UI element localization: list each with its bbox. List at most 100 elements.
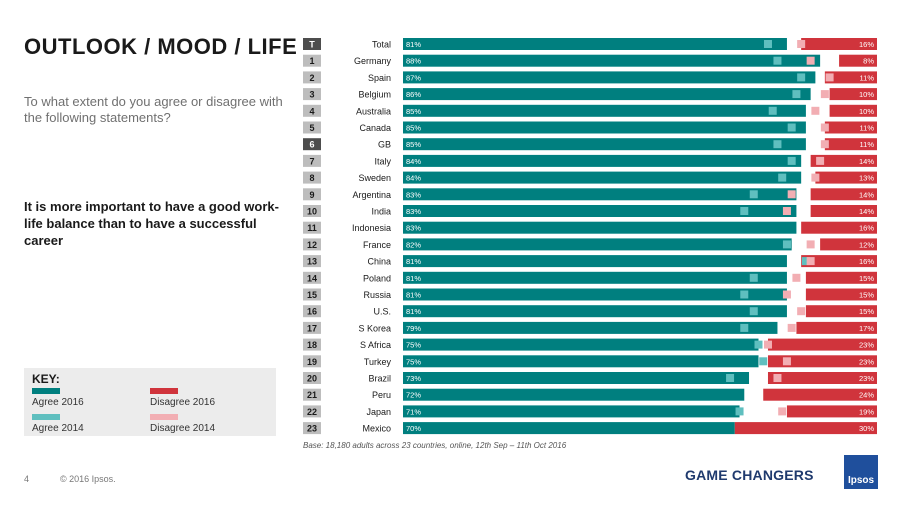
disagree-bar-belgium: [829, 88, 877, 101]
agree-label-indonesia: 83%: [406, 224, 421, 233]
disagree-label-indonesia: 16%: [859, 224, 874, 233]
disagree-label-u-s-: 15%: [859, 307, 874, 316]
disagree-label-italy: 14%: [859, 157, 874, 166]
disagree-label-turkey: 23%: [859, 357, 874, 366]
agree-label-china: 81%: [406, 257, 421, 266]
country-label-india: India: [371, 207, 391, 217]
disagree-2014-marker-france: [806, 240, 815, 249]
disagree-2014-marker-russia: [782, 290, 791, 299]
disagree-label-peru: 24%: [859, 391, 874, 400]
ipsos-logo: Ipsos: [844, 455, 878, 489]
key-swatch-agree-2016: [32, 388, 60, 394]
key-label-agree-2014: Agree 2014: [32, 423, 84, 434]
country-label-gb: GB: [378, 140, 391, 150]
country-label-australia: Australia: [356, 106, 391, 116]
rank-box-argentina: [303, 188, 321, 201]
disagree-bar-gb: [824, 138, 877, 151]
agree-2014-marker-s-korea: [740, 323, 749, 332]
agree-2014-marker-india: [740, 207, 749, 215]
disagree-2014-marker-spain: [825, 73, 834, 82]
agree-label-gb: 85%: [406, 140, 421, 149]
key-swatch-agree-2014: [32, 414, 60, 420]
disagree-label-gb: 11%: [860, 140, 875, 149]
agree-bar-total: [403, 38, 787, 50]
agree-2014-marker-canada: [787, 123, 796, 132]
agree-2014-marker-poland: [749, 273, 758, 282]
disagree-bar-india: [810, 205, 877, 217]
disagree-2014-marker-gb: [820, 140, 829, 149]
agree-bar-belgium: [403, 88, 811, 101]
agree-label-germany: 88%: [406, 57, 421, 66]
rank-box-indonesia: [303, 221, 321, 234]
country-label-germany: Germany: [354, 56, 392, 66]
disagree-bar-russia: [805, 288, 877, 301]
disagree-bar-argentina: [810, 188, 877, 201]
rank-box-italy: [303, 154, 321, 167]
page-title: OUTLOOK / MOOD / LIFE: [24, 34, 298, 59]
rank-label-spain: 2: [309, 73, 314, 83]
country-label-peru: Peru: [372, 390, 391, 400]
disagree-2014-marker-poland: [792, 273, 801, 282]
disagree-2014-marker-italy: [816, 156, 825, 165]
disagree-2014-marker-sweden: [811, 173, 820, 182]
disagree-bar-poland: [805, 271, 877, 284]
disagree-2014-marker-japan: [778, 407, 787, 416]
agree-label-russia: 81%: [406, 291, 421, 300]
agree-bar-sweden: [403, 171, 802, 184]
disagree-2014-marker-s-korea: [787, 323, 796, 332]
agree-2014-marker-belgium: [792, 90, 801, 99]
rank-box-belgium: [303, 88, 321, 101]
rank-box-u-s-: [303, 305, 321, 318]
agree-bar-france: [403, 238, 792, 251]
agree-label-india: 83%: [406, 207, 421, 216]
disagree-bar-indonesia: [801, 221, 877, 234]
country-label-poland: Poland: [363, 273, 391, 283]
rank-box-japan: [303, 405, 321, 418]
rank-label-s-korea: 17: [307, 323, 317, 333]
disagree-label-brazil: 23%: [859, 374, 874, 383]
agree-2014-marker-australia: [768, 106, 777, 115]
rank-box-s-korea: [303, 321, 321, 334]
rank-box-spain: [303, 71, 321, 84]
country-label-mexico: Mexico: [362, 424, 391, 434]
disagree-label-australia: 10%: [859, 107, 874, 116]
agree-2014-marker-russia: [740, 290, 749, 299]
rank-label-japan: 22: [307, 407, 317, 417]
agree-label-japan: 71%: [406, 407, 421, 416]
rank-label-gb: 6: [309, 140, 314, 150]
disagree-2014-marker-argentina: [787, 190, 796, 199]
rank-label-peru: 21: [307, 390, 317, 400]
agree-bar-indonesia: [403, 221, 797, 234]
agree-2014-marker-spain: [797, 73, 806, 82]
key-item-agree-2014: Agree 2014: [32, 414, 142, 440]
agree-2014-marker-germany: [773, 56, 782, 65]
rank-label-u-s-: 16: [307, 307, 317, 317]
agree-2014-marker-japan: [735, 407, 744, 416]
disagree-label-japan: 19%: [859, 407, 874, 416]
disagree-label-total: 16%: [859, 40, 874, 49]
agree-bar-turkey: [403, 355, 759, 368]
agree-label-peru: 72%: [406, 391, 421, 400]
agree-2014-marker-italy: [787, 156, 796, 165]
rank-label-brazil: 20: [307, 374, 317, 384]
logo-text: Ipsos: [847, 475, 875, 486]
rank-box-brazil: [303, 372, 321, 384]
rank-label-australia: 4: [309, 106, 314, 116]
agree-2014-marker-france: [782, 240, 791, 249]
country-label-france: France: [363, 240, 391, 250]
rank-label-france: 12: [307, 240, 317, 250]
disagree-bar-canada: [824, 121, 877, 134]
rank-label-poland: 14: [307, 273, 317, 283]
country-label-u-s-: U.S.: [373, 307, 391, 317]
key-label-agree-2016: Agree 2016: [32, 397, 84, 408]
country-label-s-korea: S Korea: [358, 323, 391, 333]
agree-label-canada: 85%: [406, 124, 421, 133]
rank-label-s-africa: 18: [307, 340, 317, 350]
agree-bar-italy: [403, 154, 802, 167]
disagree-label-spain: 11%: [860, 73, 875, 82]
agree-label-australia: 85%: [406, 107, 421, 116]
rank-label-argentina: 9: [309, 190, 314, 200]
agree-bar-argentina: [403, 188, 797, 201]
disagree-bar-sweden: [815, 171, 877, 184]
disagree-bar-peru: [763, 388, 877, 401]
